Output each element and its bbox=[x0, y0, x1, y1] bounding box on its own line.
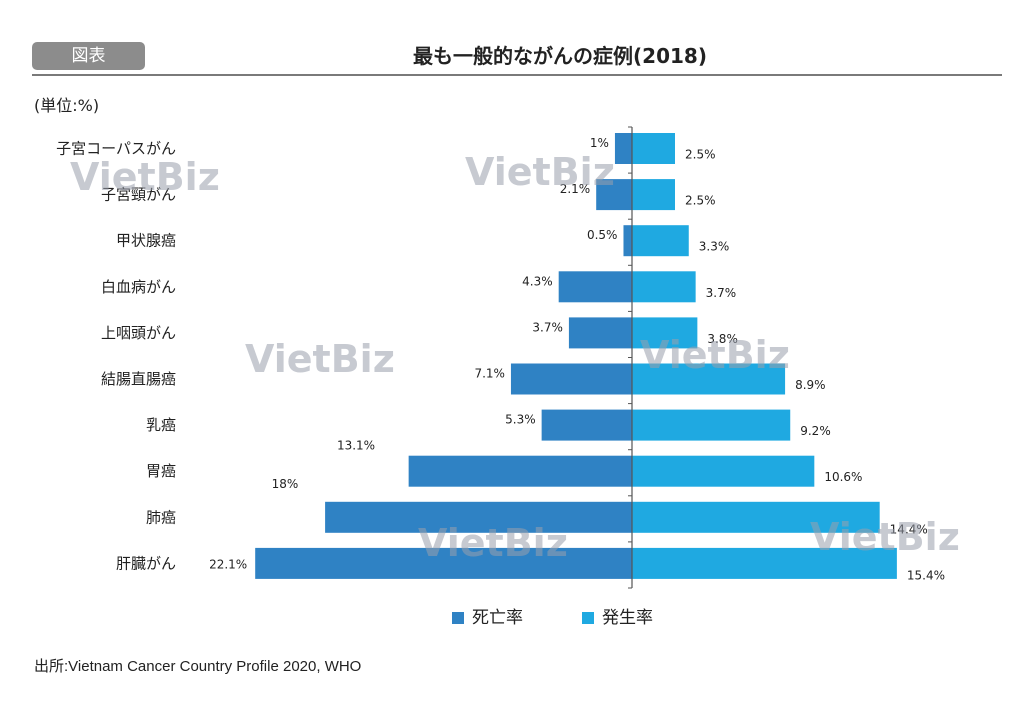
watermark: VietBiz bbox=[465, 150, 615, 194]
incidence-bar bbox=[632, 501, 880, 533]
incidence-value-label: 2.5% bbox=[685, 148, 716, 162]
death-value-label: 13.1% bbox=[337, 439, 375, 453]
category-label: 子宮頸がん bbox=[101, 186, 176, 204]
death-bar bbox=[510, 363, 632, 395]
death-bar bbox=[558, 271, 632, 303]
incidence-value-label: 8.9% bbox=[795, 378, 826, 392]
legend-item-incidence: 発生率 bbox=[582, 603, 653, 628]
incidence-bar bbox=[632, 363, 786, 395]
figure-badge: 図表 bbox=[32, 42, 145, 70]
incidence-bar bbox=[632, 133, 675, 164]
death-value-label: 2.1% bbox=[560, 182, 591, 196]
death-bar bbox=[541, 409, 632, 441]
legend-swatch-incidence bbox=[582, 612, 594, 624]
death-value-label: 4.3% bbox=[522, 274, 553, 288]
category-label: 甲状腺癌 bbox=[116, 232, 176, 250]
watermark: VietBiz bbox=[70, 155, 220, 199]
death-bar bbox=[408, 455, 632, 487]
death-value-label: 3.7% bbox=[532, 320, 563, 334]
unit-label: (単位:%) bbox=[34, 96, 100, 115]
category-label: 子宮コーパスがん bbox=[56, 140, 176, 158]
category-label: 胃癌 bbox=[146, 462, 176, 480]
death-value-label: 7.1% bbox=[474, 367, 505, 381]
chart-title: 最も一般的ながんの症例(2018) bbox=[413, 44, 707, 68]
incidence-value-label: 10.6% bbox=[824, 470, 862, 484]
incidence-bar bbox=[632, 409, 791, 441]
death-value-label: 5.3% bbox=[505, 413, 536, 427]
death-bar bbox=[325, 501, 632, 533]
category-label: 肝臓がん bbox=[116, 554, 176, 572]
incidence-value-label: 15.4% bbox=[907, 568, 945, 582]
death-value-label: 22.1% bbox=[209, 557, 247, 571]
watermark: VietBiz bbox=[245, 337, 395, 381]
watermark: VietBiz bbox=[418, 521, 568, 565]
incidence-value-label: 3.8% bbox=[707, 332, 738, 346]
category-label: 上咽頭がん bbox=[101, 324, 176, 342]
category-label: 乳癌 bbox=[146, 416, 176, 434]
incidence-bar bbox=[632, 225, 689, 257]
incidence-value-label: 9.2% bbox=[800, 424, 831, 438]
death-bar bbox=[623, 225, 632, 257]
death-bar bbox=[568, 317, 632, 349]
incidence-bar bbox=[632, 271, 696, 303]
source-note: 出所:Vietnam Cancer Country Profile 2020, … bbox=[34, 658, 362, 675]
death-bar bbox=[255, 547, 632, 579]
death-value-label: 18% bbox=[272, 477, 299, 491]
incidence-bar bbox=[632, 179, 675, 211]
death-value-label: 0.5% bbox=[587, 228, 618, 242]
legend-label-incidence: 発生率 bbox=[602, 608, 653, 628]
incidence-value-label: 3.3% bbox=[699, 240, 730, 254]
incidence-bar bbox=[632, 547, 897, 579]
incidence-value-label: 2.5% bbox=[685, 194, 716, 208]
category-label: 結腸直腸癌 bbox=[101, 370, 176, 388]
legend-swatch-death bbox=[452, 612, 464, 624]
incidence-value-label: 3.7% bbox=[706, 286, 737, 300]
category-label: 肺癌 bbox=[146, 508, 176, 526]
death-bar bbox=[596, 179, 632, 211]
legend-item-death: 死亡率 bbox=[452, 603, 523, 628]
legend-label-death: 死亡率 bbox=[472, 608, 523, 628]
incidence-value-label: 14.4% bbox=[890, 522, 928, 536]
incidence-bar bbox=[632, 455, 815, 487]
watermark: VietBiz bbox=[640, 333, 790, 377]
death-value-label: 1% bbox=[590, 136, 609, 150]
category-label: 白血病がん bbox=[101, 278, 176, 296]
incidence-bar bbox=[632, 317, 698, 349]
death-bar bbox=[614, 133, 632, 164]
watermark: VietBiz bbox=[810, 515, 960, 559]
title-divider bbox=[32, 74, 1002, 76]
